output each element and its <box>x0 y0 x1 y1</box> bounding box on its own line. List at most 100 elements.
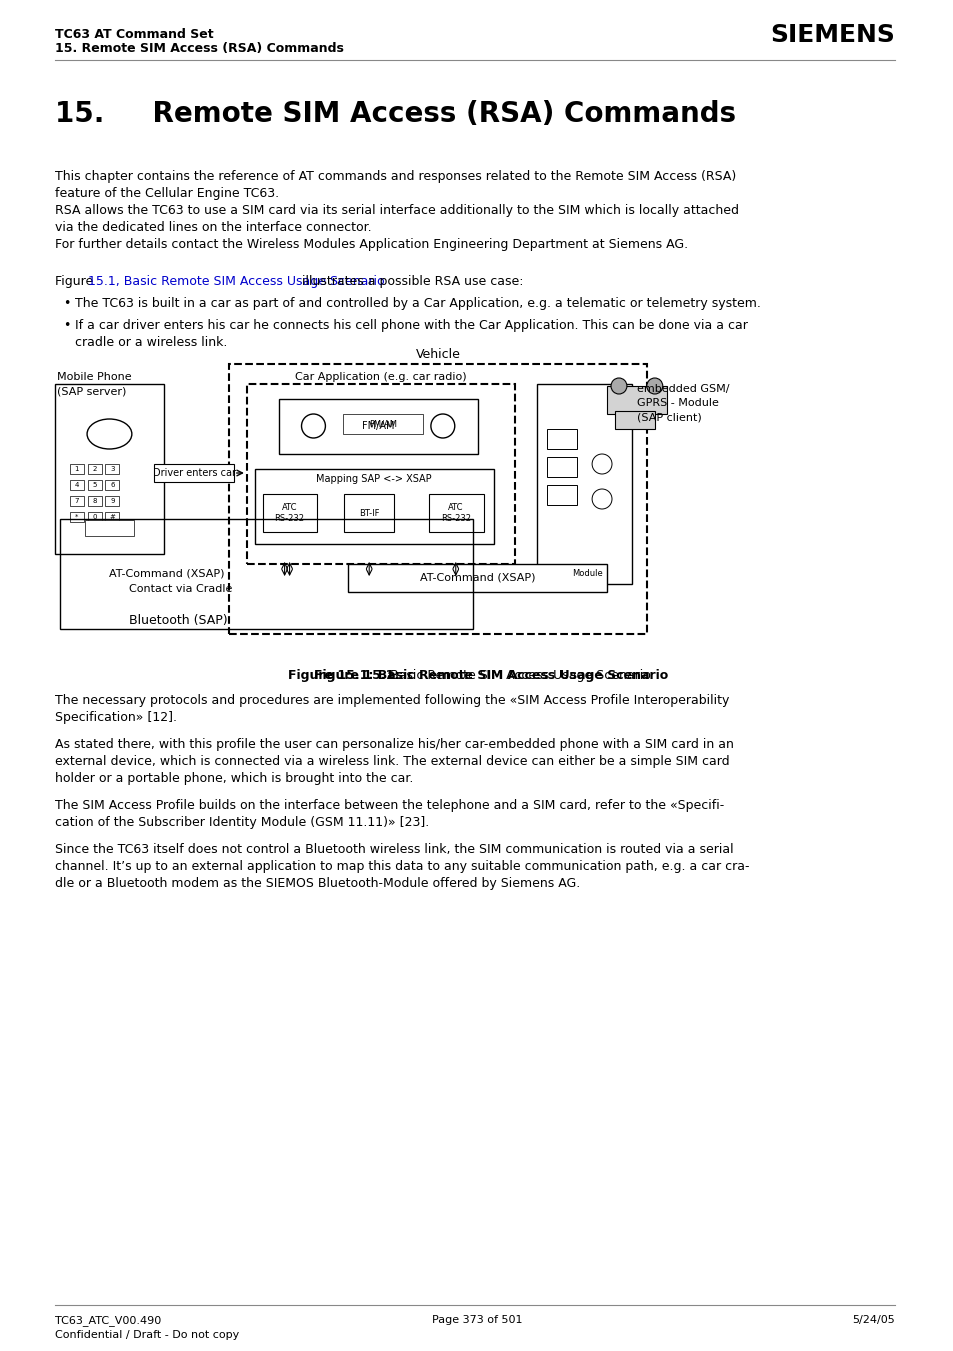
Text: AT-Command (XSAP): AT-Command (XSAP) <box>110 569 225 580</box>
Text: Mobile Phone: Mobile Phone <box>56 372 132 382</box>
Circle shape <box>646 378 662 394</box>
Text: #: # <box>110 513 115 520</box>
Bar <box>106 512 119 521</box>
Text: 15. Remote SIM Access (RSA) Commands: 15. Remote SIM Access (RSA) Commands <box>54 42 343 55</box>
Text: This chapter contains the reference of AT commands and responses related to the : This chapter contains the reference of A… <box>54 170 735 182</box>
Bar <box>88 512 101 521</box>
Bar <box>106 480 119 490</box>
Text: feature of the Cellular Engine TC63.: feature of the Cellular Engine TC63. <box>54 186 278 200</box>
Text: The necessary protocols and procedures are implemented following the «SIM Access: The necessary protocols and procedures a… <box>54 694 728 707</box>
Bar <box>547 430 577 449</box>
Text: 5: 5 <box>92 482 96 488</box>
Text: GPRS - Module: GPRS - Module <box>637 399 718 408</box>
Circle shape <box>301 413 325 438</box>
Bar <box>247 384 515 563</box>
Text: 7: 7 <box>74 499 79 504</box>
Bar <box>60 519 472 630</box>
Circle shape <box>431 413 455 438</box>
Text: holder or a portable phone, which is brought into the car.: holder or a portable phone, which is bro… <box>54 771 413 785</box>
Text: Bluetooth (SAP): Bluetooth (SAP) <box>130 613 228 627</box>
Text: 2: 2 <box>92 466 96 471</box>
Text: Confidential / Draft - Do not copy: Confidential / Draft - Do not copy <box>54 1329 239 1340</box>
Bar <box>348 563 606 592</box>
Bar <box>229 363 646 634</box>
Text: external device, which is connected via a wireless link. The external device can: external device, which is connected via … <box>54 755 729 767</box>
Text: (SAP server): (SAP server) <box>56 386 126 396</box>
Text: 9: 9 <box>111 499 114 504</box>
Text: AT-Command (XSAP): AT-Command (XSAP) <box>419 573 535 584</box>
Text: Since the TC63 itself does not control a Bluetooth wireless link, the SIM commun: Since the TC63 itself does not control a… <box>54 843 733 857</box>
Bar <box>547 457 577 477</box>
Text: Figure 15.1:: Figure 15.1: <box>314 669 399 682</box>
Text: As stated there, with this profile the user can personalize his/her car-embedded: As stated there, with this profile the u… <box>54 738 733 751</box>
Text: 0: 0 <box>92 513 96 520</box>
Text: 15.     Remote SIM Access (RSA) Commands: 15. Remote SIM Access (RSA) Commands <box>54 100 735 128</box>
Bar <box>88 496 101 507</box>
Circle shape <box>610 378 626 394</box>
Text: Basic Remote SIM Access Usage Scenario: Basic Remote SIM Access Usage Scenario <box>386 669 650 682</box>
Bar <box>429 494 483 532</box>
Bar <box>343 413 422 434</box>
Text: 3: 3 <box>111 466 114 471</box>
Bar <box>106 496 119 507</box>
Text: FM/AM: FM/AM <box>361 422 394 431</box>
Bar <box>278 399 477 454</box>
Text: Driver enters car: Driver enters car <box>152 467 235 478</box>
Text: •: • <box>63 297 70 309</box>
Text: Figure 15.1: Basic Remote SIM Access Usage Scenario: Figure 15.1: Basic Remote SIM Access Usa… <box>287 669 667 682</box>
Bar <box>254 469 493 544</box>
Bar <box>88 480 101 490</box>
Bar <box>154 463 233 482</box>
Bar <box>85 520 134 536</box>
Circle shape <box>592 489 612 509</box>
Bar <box>106 463 119 474</box>
Text: Mapping SAP <-> XSAP: Mapping SAP <-> XSAP <box>316 474 432 484</box>
Text: Module: Module <box>571 570 602 578</box>
Text: Vehicle: Vehicle <box>415 349 459 361</box>
Text: The TC63 is built in a car as part of and controlled by a Car Application, e.g. : The TC63 is built in a car as part of an… <box>74 297 760 309</box>
Text: cation of the Subscriber Identity Module (GSM 11.11)» [23].: cation of the Subscriber Identity Module… <box>54 816 429 830</box>
Bar <box>615 411 654 430</box>
Bar <box>70 512 84 521</box>
Text: embedded GSM/: embedded GSM/ <box>637 384 729 394</box>
Bar <box>70 496 84 507</box>
Text: 15.1, Basic Remote SIM Access Usage Scenario: 15.1, Basic Remote SIM Access Usage Scen… <box>88 276 384 288</box>
Bar <box>547 485 577 505</box>
Text: RSA allows the TC63 to use a SIM card via its serial interface additionally to t: RSA allows the TC63 to use a SIM card vi… <box>54 204 738 218</box>
Bar <box>344 494 394 532</box>
Text: 5/24/05: 5/24/05 <box>851 1315 894 1325</box>
Text: The SIM Access Profile builds on the interface between the telephone and a SIM c: The SIM Access Profile builds on the int… <box>54 798 723 812</box>
Text: illustrates a possible RSA use case:: illustrates a possible RSA use case: <box>298 276 523 288</box>
Text: Contact via Cradle: Contact via Cradle <box>130 584 233 594</box>
Bar <box>70 480 84 490</box>
Text: Page 373 of 501: Page 373 of 501 <box>432 1315 522 1325</box>
Text: channel. It’s up to an external application to map this data to any suitable com: channel. It’s up to an external applicat… <box>54 861 748 873</box>
Bar <box>88 463 101 474</box>
Bar <box>537 384 631 584</box>
Text: TC63_ATC_V00.490: TC63_ATC_V00.490 <box>54 1315 161 1325</box>
Text: *: * <box>75 513 78 520</box>
Text: 1: 1 <box>74 466 79 471</box>
Text: TC63 AT Command Set: TC63 AT Command Set <box>54 28 213 41</box>
Text: Car Application (e.g. car radio): Car Application (e.g. car radio) <box>295 372 466 382</box>
Text: ATC
RS-232: ATC RS-232 <box>274 503 304 523</box>
Text: FM/AM: FM/AM <box>369 420 396 428</box>
Text: cradle or a wireless link.: cradle or a wireless link. <box>74 336 227 349</box>
Bar <box>606 386 666 413</box>
Text: dle or a Bluetooth modem as the SIEMOS Bluetooth-Module offered by Siemens AG.: dle or a Bluetooth modem as the SIEMOS B… <box>54 877 579 890</box>
Text: 4: 4 <box>74 482 79 488</box>
Text: via the dedicated lines on the interface connector.: via the dedicated lines on the interface… <box>54 222 371 234</box>
Bar <box>262 494 317 532</box>
Text: Specification» [12].: Specification» [12]. <box>54 711 176 724</box>
Text: If a car driver enters his car he connects his cell phone with the Car Applicati: If a car driver enters his car he connec… <box>74 319 747 332</box>
Ellipse shape <box>87 419 132 449</box>
Text: 6: 6 <box>111 482 114 488</box>
Bar <box>54 384 164 554</box>
Text: (SAP client): (SAP client) <box>637 412 700 422</box>
Text: For further details contact the Wireless Modules Application Engineering Departm: For further details contact the Wireless… <box>54 238 687 251</box>
Text: •: • <box>63 319 70 332</box>
Bar <box>70 463 84 474</box>
Text: BT-IF: BT-IF <box>358 508 379 517</box>
Text: Figure: Figure <box>54 276 97 288</box>
Circle shape <box>592 454 612 474</box>
